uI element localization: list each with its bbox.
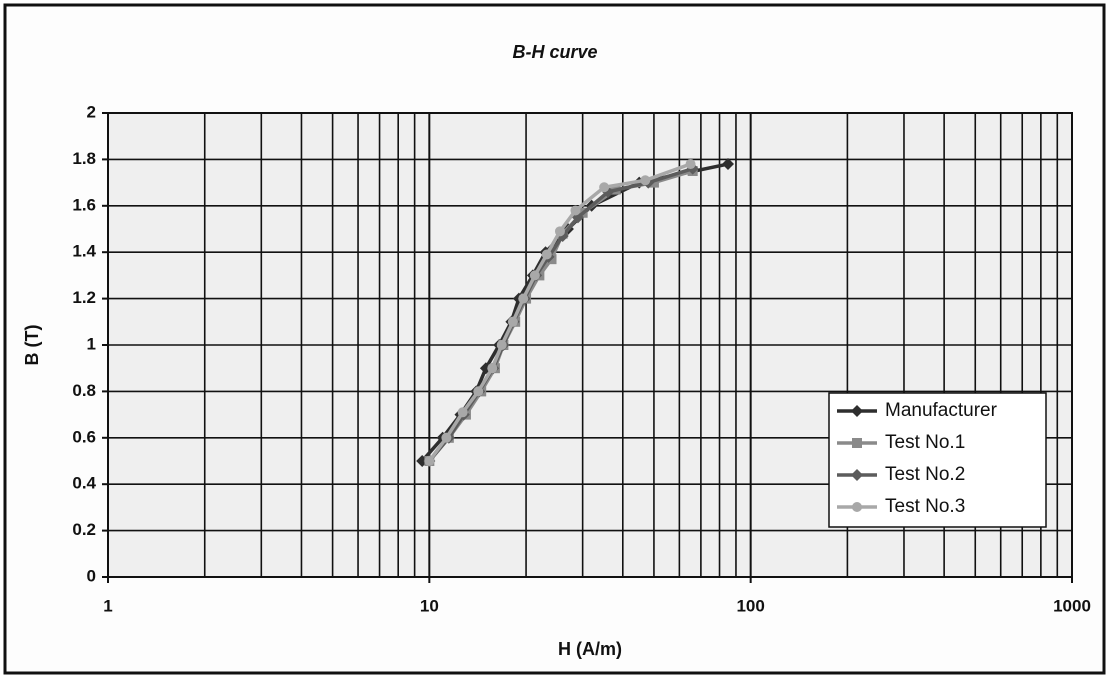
legend-label: Test No.1 [885,432,965,453]
marker [640,175,650,185]
chart: B-H curve H (A/m) B (T) 0 0.2 0.4 0.6 0.8 1 1.… [0,0,1110,676]
marker [599,182,609,192]
y-tick-label: 2 [87,102,96,121]
marker [458,407,468,417]
marker [555,226,565,236]
marker [852,502,862,512]
marker [497,340,507,350]
marker [441,433,451,443]
y-tick-label: 0.8 [72,381,96,400]
legend-label: Manufacturer [885,400,998,421]
x-tick-label: 10 [420,596,439,615]
y-axis-label: B (T) [22,325,42,366]
x-tick-label: 1000 [1053,596,1091,615]
marker [487,363,497,373]
marker [473,386,483,396]
marker [424,456,434,466]
x-tick-label: 100 [736,596,764,615]
y-tick-label: 0.2 [72,520,96,539]
x-tick-label: 1 [103,596,112,615]
y-tick-label: 0.4 [72,474,96,493]
legend-label: Test No.2 [885,464,965,485]
marker [542,250,552,260]
marker [530,270,540,280]
y-tick-label: 1.8 [72,149,96,168]
y-tick-label: 1.4 [72,242,96,261]
marker [570,205,580,215]
marker [852,438,862,448]
y-tick-label: 1.6 [72,195,96,214]
legend: Manufacturer Test No.1 Test No.2 Test No.3 [829,393,1046,527]
y-tick-label: 0.6 [72,427,96,446]
x-axis-label: H (A/m) [558,639,622,659]
y-tick-label: 0 [87,566,96,585]
legend-label: Test No.3 [885,496,965,517]
y-tick-label: 1.2 [72,288,96,307]
marker [518,294,528,304]
chart-title: B-H curve [512,42,597,62]
marker [508,317,518,327]
marker [686,159,696,169]
y-tick-label: 1 [87,334,96,353]
